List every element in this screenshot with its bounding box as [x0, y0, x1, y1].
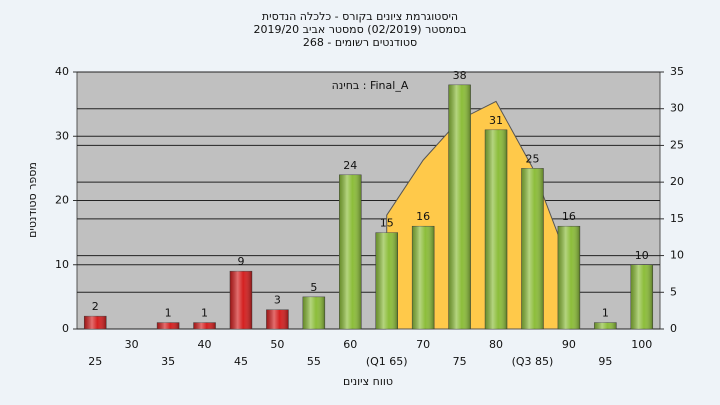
x-tick-label: 50 — [270, 338, 284, 351]
x-tick-label: (Q3 85) — [512, 355, 554, 368]
value-label: 1 — [165, 307, 172, 320]
y2-tick-label: 30 — [670, 102, 684, 115]
value-label: 15 — [380, 217, 394, 230]
bar-shade — [375, 232, 398, 329]
bar-shade — [412, 226, 435, 329]
value-label: 3 — [274, 294, 281, 307]
value-label: 9 — [237, 255, 244, 268]
bar-shade — [302, 296, 325, 329]
y-axis-label: מספר סטודנטים — [26, 162, 39, 238]
x-tick-label: 60 — [343, 338, 357, 351]
y2-tick-label: 15 — [670, 212, 684, 225]
chart-subtitle: בסמסטר (02/2019) סמסטר אביב 2019/20 — [253, 23, 466, 36]
x-tick-label: (Q1 65) — [366, 355, 408, 368]
y-tick-label: 20 — [55, 194, 69, 207]
value-label: 1 — [602, 307, 609, 320]
bar-shade — [485, 129, 508, 329]
y2-tick-label: 10 — [670, 249, 684, 262]
value-label: 16 — [416, 210, 430, 223]
value-label: 31 — [489, 114, 503, 127]
bar-shade — [157, 322, 180, 329]
value-label: 24 — [343, 159, 357, 172]
plot-layer: 2 1 1 9 3 5 24 15 16 38 31 25 16 1 10 — [77, 69, 660, 330]
x-tick-label: 55 — [307, 355, 321, 368]
value-label: 25 — [525, 152, 539, 165]
x-tick-label: 30 — [125, 338, 139, 351]
x-tick-label: 95 — [598, 355, 612, 368]
bar-shade — [266, 309, 289, 329]
bar-shade — [339, 174, 362, 329]
bar-shade — [84, 316, 107, 329]
x-tick-label: 75 — [453, 355, 467, 368]
x-tick-label: 80 — [489, 338, 503, 351]
y2-tick-label: 20 — [670, 175, 684, 188]
y2-tick-label: 35 — [670, 65, 684, 78]
y2-tick-label: 5 — [670, 285, 677, 298]
y-tick-label: 40 — [55, 65, 69, 78]
value-label: 5 — [310, 281, 317, 294]
x-tick-label: 90 — [562, 338, 576, 351]
y2-tick-label: 25 — [670, 138, 684, 151]
bar-shade — [594, 322, 617, 329]
annotation: בחינה : Final_A — [332, 79, 409, 92]
chart-title: היסטוגרמת ציונים בקורס - כלכלה הנדסית — [262, 10, 458, 23]
bar-shade — [557, 226, 580, 329]
value-label: 10 — [635, 249, 649, 262]
bar-shade — [448, 84, 471, 329]
x-tick-label: 35 — [161, 355, 175, 368]
y2-tick-label: 0 — [670, 322, 677, 335]
x-tick-label: 25 — [88, 355, 102, 368]
y-tick-label: 0 — [62, 322, 69, 335]
value-label: 2 — [92, 300, 99, 313]
value-label: 16 — [562, 210, 576, 223]
x-tick-label: 70 — [416, 338, 430, 351]
bar-shade — [521, 168, 544, 329]
bar-shade — [630, 264, 653, 329]
value-label: 1 — [201, 307, 208, 320]
value-label: 38 — [453, 69, 467, 82]
x-tick-label: 100 — [631, 338, 652, 351]
x-tick-label: 40 — [198, 338, 212, 351]
bar-shade — [193, 322, 216, 329]
y-tick-label: 10 — [55, 258, 69, 271]
y-tick-label: 30 — [55, 129, 69, 142]
bar-shade — [229, 271, 252, 329]
chart-subtitle: סטודנטים רשומים - 268 — [303, 36, 417, 49]
x-axis-label: טווח ציונים — [343, 375, 393, 388]
x-tick-label: 45 — [234, 355, 248, 368]
